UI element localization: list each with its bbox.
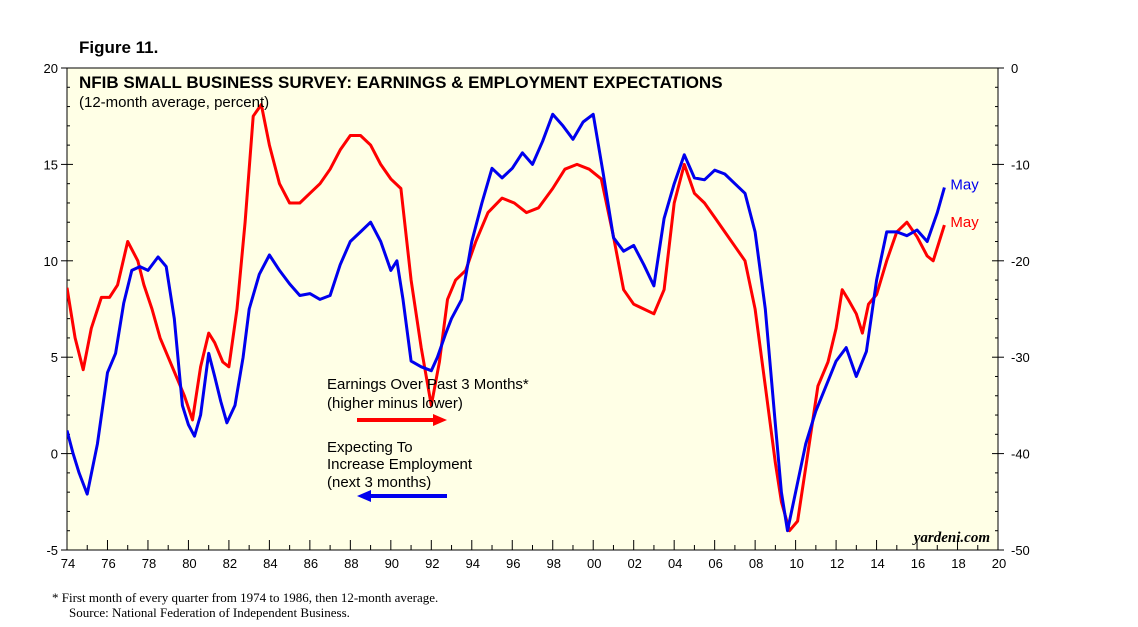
left-arrow-icon xyxy=(357,490,447,502)
employment-legend-line3: (next 3 months) xyxy=(327,474,431,491)
earnings-legend-line2: (higher minus lower) xyxy=(327,395,463,412)
left-axis-tick-label: 5 xyxy=(51,350,58,365)
axis-ticks xyxy=(61,67,1004,551)
left-axis-tick-label: 15 xyxy=(44,157,58,172)
x-axis-tick-label: 14 xyxy=(870,556,884,571)
x-axis-tick-label: 12 xyxy=(830,556,844,571)
chart-subtitle: (12-month average, percent) xyxy=(79,94,269,111)
x-axis-tick-label: 84 xyxy=(263,556,277,571)
x-axis-tick-label: 00 xyxy=(587,556,601,571)
footnote-line-1: * First month of every quarter from 1974… xyxy=(52,590,439,605)
x-axis-tick-label: 08 xyxy=(749,556,763,571)
left-axis-tick-label: 10 xyxy=(44,254,58,269)
chart: 20 15 10 5 0 -5 0 -10 -20 -30 -40 -50 74 76 78 80 82 84… xyxy=(44,61,1030,571)
x-axis-tick-label: 90 xyxy=(385,556,399,571)
x-axis-tick-label: 98 xyxy=(547,556,561,571)
x-axis-tick-label: 06 xyxy=(708,556,722,571)
x-axis-labels: 74 76 78 80 82 84 86 88 90 92 94 96 98 00 02 04 06 08 10 12… xyxy=(61,556,1006,571)
x-axis-tick-label: 18 xyxy=(951,556,965,571)
x-axis-tick-label: 82 xyxy=(223,556,237,571)
source-credit: yardeni.com xyxy=(912,530,990,546)
footnote: * First month of every quarter from 1974… xyxy=(52,590,438,620)
footnote-source: Source: National Federation of Independe… xyxy=(69,605,350,620)
left-axis-tick-label: -5 xyxy=(46,543,58,558)
right-axis-tick-label: -20 xyxy=(1011,254,1030,269)
x-axis-tick-label: 86 xyxy=(304,556,318,571)
x-axis-tick-label: 80 xyxy=(182,556,196,571)
x-axis-tick-label: 20 xyxy=(992,556,1006,571)
x-axis-tick-label: 02 xyxy=(627,556,641,571)
right-axis-tick-label: -10 xyxy=(1011,157,1030,172)
right-axis-tick-label: -30 xyxy=(1011,350,1030,365)
right-axis-tick-label: 0 xyxy=(1011,61,1018,76)
x-axis-tick-label: 92 xyxy=(425,556,439,571)
employment-series-line xyxy=(67,112,946,533)
earnings-legend-line1: Earnings Over Past 3 Months* xyxy=(327,376,529,393)
left-axis-labels: 20 15 10 5 0 -5 xyxy=(44,61,58,558)
figure-label: Figure 11. xyxy=(79,38,159,57)
right-axis-tick-label: -40 xyxy=(1011,447,1030,462)
employment-end-label: May xyxy=(950,177,979,194)
right-arrow-icon xyxy=(357,414,447,426)
chart-title: NFIB SMALL BUSINESS SURVEY: EARNINGS & E… xyxy=(79,73,723,92)
x-axis-tick-label: 88 xyxy=(344,556,358,571)
x-axis-tick-label: 74 xyxy=(61,556,75,571)
right-axis-tick-label: -50 xyxy=(1011,543,1030,558)
right-axis-labels: 0 -10 -20 -30 -40 -50 xyxy=(1011,61,1030,558)
x-axis-tick-label: 78 xyxy=(142,556,156,571)
x-axis-tick-label: 10 xyxy=(789,556,803,571)
left-axis-tick-label: 0 xyxy=(51,447,58,462)
x-axis-tick-label: 94 xyxy=(466,556,480,571)
employment-legend-line1: Expecting To xyxy=(327,439,413,456)
x-axis-tick-label: 96 xyxy=(506,556,520,571)
employment-legend-line2: Increase Employment xyxy=(327,456,473,473)
x-axis-tick-label: 16 xyxy=(911,556,925,571)
earnings-end-label: May xyxy=(950,214,979,231)
plot-area xyxy=(66,67,999,551)
left-axis-tick-label: 20 xyxy=(44,61,58,76)
x-axis-tick-label: 76 xyxy=(101,556,115,571)
x-axis-tick-label: 04 xyxy=(668,556,682,571)
